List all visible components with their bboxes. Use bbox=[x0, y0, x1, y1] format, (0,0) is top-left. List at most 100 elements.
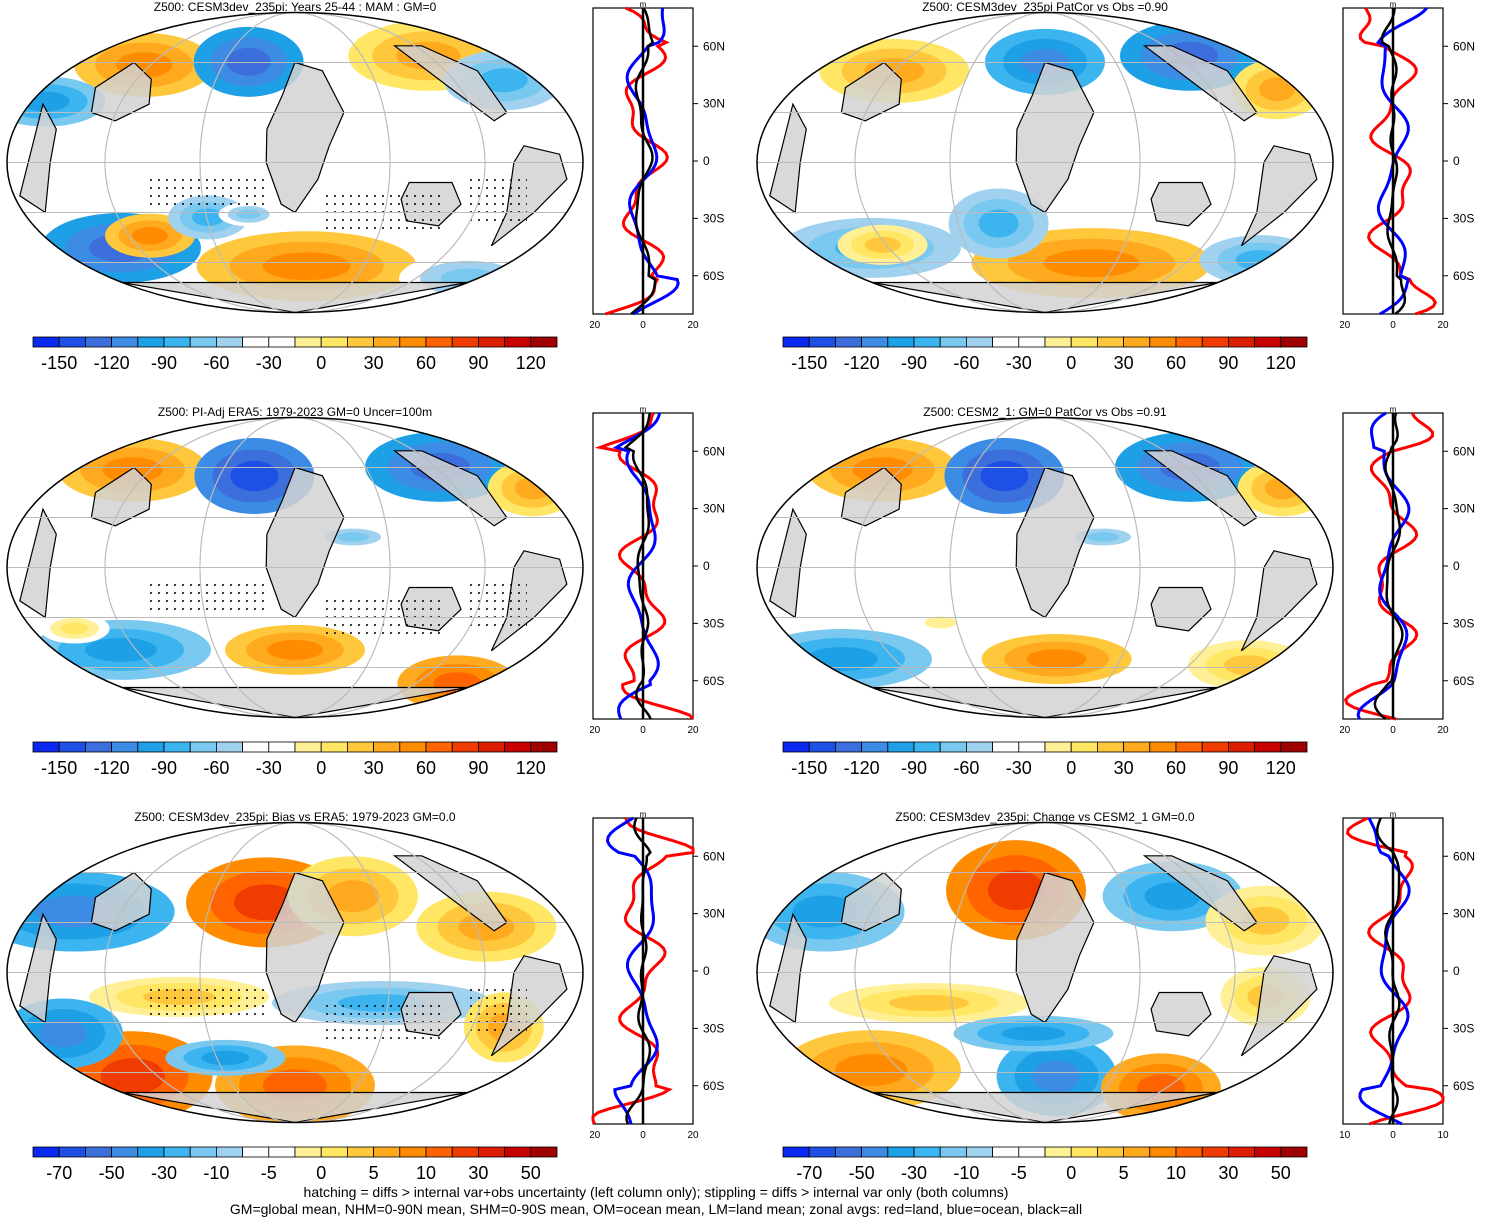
colorbar-label: -30 bbox=[1006, 758, 1032, 778]
land-mass bbox=[1240, 550, 1318, 652]
map-border bbox=[6, 416, 584, 719]
colorbar-cell bbox=[1044, 336, 1072, 348]
map-panel bbox=[756, 416, 1334, 719]
colorbar-cell bbox=[1227, 336, 1255, 348]
lat-label: 60S bbox=[1453, 1079, 1474, 1093]
colorbar-label: -30 bbox=[151, 1163, 177, 1183]
anomaly-contour bbox=[100, 1058, 165, 1095]
map-border bbox=[6, 821, 584, 1124]
anomaly-contour bbox=[1144, 882, 1201, 911]
map-border bbox=[6, 11, 584, 314]
anomaly-contour bbox=[39, 1019, 87, 1048]
longitude-gridline bbox=[854, 822, 1236, 1123]
land-mass bbox=[840, 466, 902, 527]
colorbar-cell bbox=[835, 1146, 863, 1158]
colorbar-label: -60 bbox=[953, 353, 979, 373]
panel-title: Z500: CESM3dev_235pi: Years 25-44 : MAM … bbox=[153, 0, 437, 14]
colorbar-label: 60 bbox=[1166, 353, 1186, 373]
zonal-profile: 60N 30N 0 30S 60S -20 0 20 m bbox=[1340, 407, 1475, 736]
land-mass bbox=[122, 1091, 468, 1123]
colorbar-label: 0 bbox=[316, 353, 326, 373]
colorbar-cell bbox=[137, 1146, 165, 1158]
colorbar-cell bbox=[189, 336, 217, 348]
colorbar-cell bbox=[477, 336, 505, 348]
longitude-gridline bbox=[199, 822, 391, 1123]
colorbar-cell bbox=[294, 1146, 322, 1158]
colorbar-cell bbox=[58, 336, 86, 348]
colorbar-label: 90 bbox=[468, 758, 488, 778]
colorbar-cell bbox=[320, 1146, 348, 1158]
colorbar-label: -120 bbox=[94, 353, 130, 373]
profile-unit: m bbox=[640, 407, 647, 414]
colorbar-cell bbox=[1123, 741, 1151, 753]
colorbar-cell bbox=[530, 1146, 558, 1158]
colorbar-cell bbox=[1201, 336, 1229, 348]
colorbar-cell bbox=[913, 336, 941, 348]
stippling bbox=[150, 582, 266, 614]
land-mass bbox=[1150, 181, 1212, 227]
colorbar-cell bbox=[835, 741, 863, 753]
map-border bbox=[756, 11, 1334, 314]
anomaly-contour bbox=[479, 68, 528, 93]
profile-tick-label: 20 bbox=[687, 725, 699, 736]
profile-tick-label: -20 bbox=[1340, 320, 1351, 331]
profile-tick-label: -20 bbox=[590, 1130, 601, 1141]
panel-title: Z500: CESM3dev_235pi PatCor vs Obs =0.90 bbox=[922, 0, 1168, 14]
anomaly-contour bbox=[924, 616, 957, 629]
anomaly-contour bbox=[262, 252, 351, 281]
zonal-land-line bbox=[604, 6, 670, 316]
colorbar-cell bbox=[346, 1146, 374, 1158]
anomaly-contour bbox=[1241, 906, 1290, 935]
colorbar-cell bbox=[1201, 1146, 1229, 1158]
colorbar-label: 50 bbox=[521, 1163, 541, 1183]
colorbar-cell bbox=[373, 1146, 401, 1158]
anomaly-contour bbox=[85, 637, 157, 662]
colorbar-cell bbox=[58, 741, 86, 753]
colorbar-label: -90 bbox=[151, 353, 177, 373]
colorbar-cell bbox=[1070, 1146, 1098, 1158]
colorbar-cell bbox=[268, 336, 296, 348]
land-mass bbox=[769, 102, 807, 214]
stippling bbox=[469, 177, 527, 224]
anomaly-contour bbox=[132, 226, 168, 245]
colorbar-cell bbox=[1280, 336, 1308, 348]
land-mass bbox=[19, 912, 57, 1024]
colorbar-cell bbox=[85, 1146, 113, 1158]
map-panel bbox=[756, 11, 1334, 314]
colorbar-cell bbox=[373, 336, 401, 348]
land-mass bbox=[90, 61, 152, 122]
colorbar: -70-50-30-10-50510305070 bbox=[32, 1146, 558, 1183]
zonal-land-line bbox=[594, 412, 695, 720]
land-mass bbox=[122, 281, 468, 313]
profile-tick-label: -10 bbox=[1340, 1130, 1351, 1141]
lat-label: 60N bbox=[1453, 444, 1475, 458]
colorbar-cell bbox=[530, 336, 558, 348]
colorbar-cell bbox=[425, 336, 453, 348]
lat-label: 30S bbox=[1453, 1021, 1474, 1035]
land-mass bbox=[19, 102, 57, 214]
anomaly-contour bbox=[60, 622, 89, 635]
colorbar-cell bbox=[992, 741, 1020, 753]
colorbar-cell bbox=[1280, 741, 1308, 753]
anomaly-contour bbox=[835, 1054, 907, 1087]
colorbar-cell bbox=[887, 741, 915, 753]
colorbar-label: 30 bbox=[364, 758, 384, 778]
longitude-gridline bbox=[104, 12, 486, 313]
profile-unit: m bbox=[640, 2, 647, 9]
zonal-profile: 60N 30N 0 30S 60S -20 0 20 m bbox=[590, 2, 725, 331]
land-mass bbox=[840, 871, 902, 932]
colorbar-cell bbox=[808, 336, 836, 348]
anomaly-contour bbox=[1026, 649, 1087, 669]
lat-label: 60N bbox=[703, 444, 725, 458]
colorbar-label: -30 bbox=[901, 1163, 927, 1183]
anomaly-contour bbox=[230, 460, 279, 492]
colorbar-label: -60 bbox=[953, 758, 979, 778]
colorbar-cell bbox=[1096, 336, 1124, 348]
colorbar-cell bbox=[346, 741, 374, 753]
colorbar-label: 120 bbox=[516, 758, 546, 778]
panel-title: Z500: PI-Adj ERA5: 1979-2023 GM=0 Uncer=… bbox=[157, 405, 433, 419]
colorbar-label: 120 bbox=[1266, 353, 1296, 373]
land-mass bbox=[90, 871, 152, 932]
land-mass bbox=[19, 507, 57, 619]
land-mass bbox=[769, 507, 807, 619]
